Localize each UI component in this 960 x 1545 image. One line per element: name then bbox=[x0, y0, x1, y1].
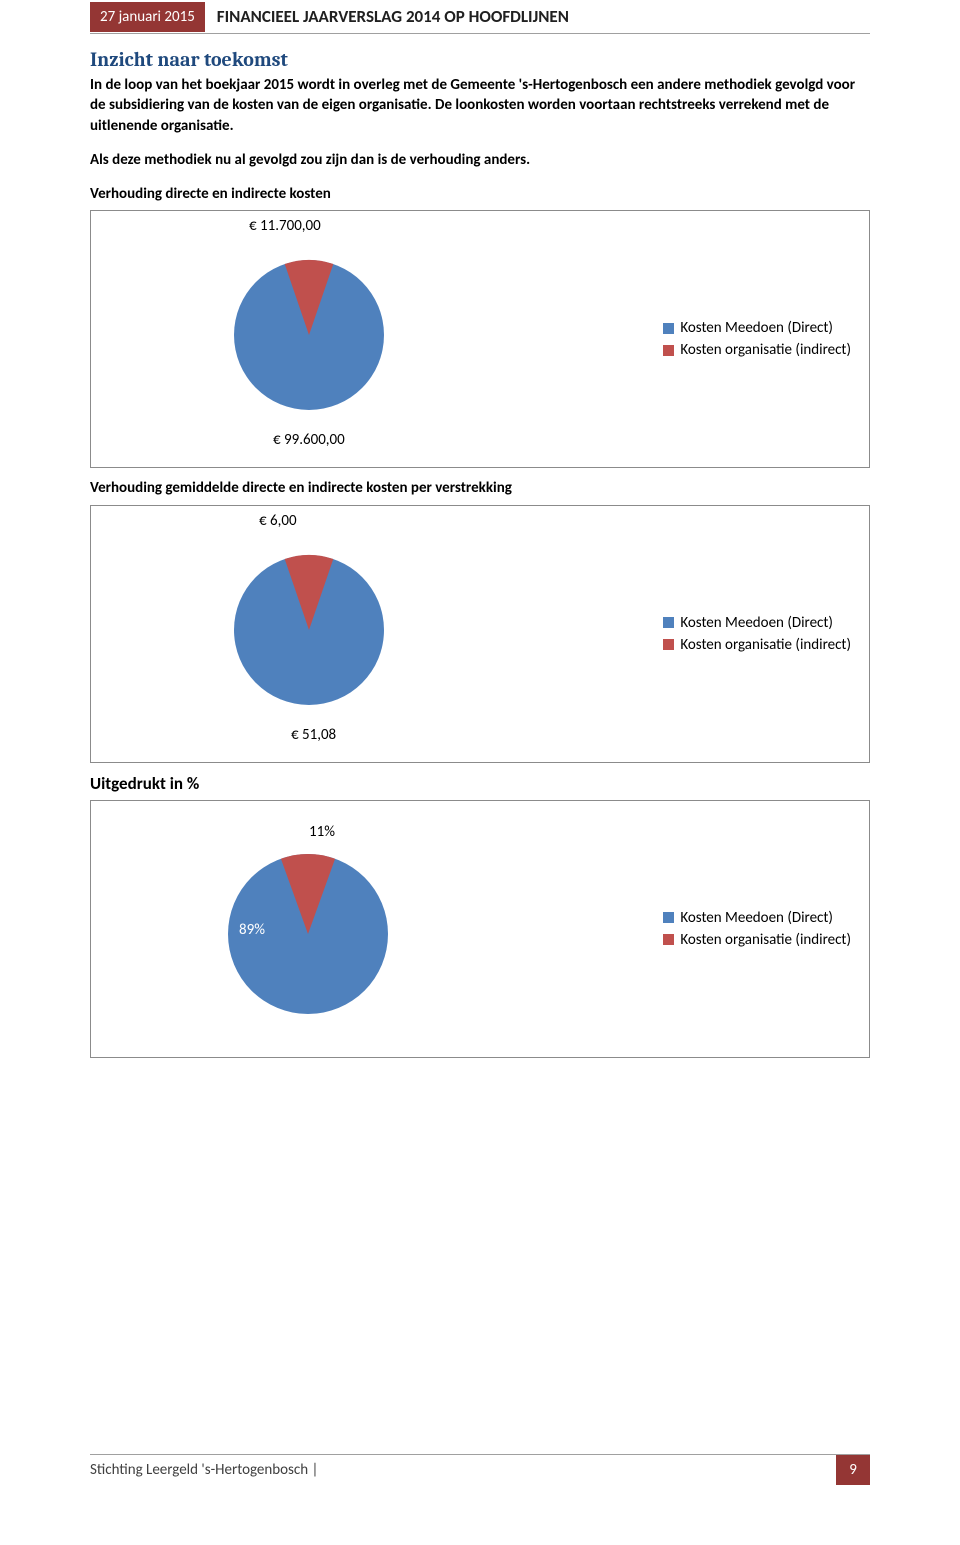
chart3-legend: Kosten Meedoen (Direct) Kosten organisat… bbox=[663, 905, 851, 953]
chart2-label-bottom: € 51,08 bbox=[291, 726, 336, 744]
legend-item: Kosten organisatie (indirect) bbox=[663, 931, 851, 949]
legend-swatch-icon bbox=[663, 934, 674, 945]
legend-swatch-icon bbox=[663, 639, 674, 650]
pie-chart-icon bbox=[229, 550, 389, 710]
section-title: Inzicht naar toekomst bbox=[90, 48, 870, 71]
legend-label: Kosten organisatie (indirect) bbox=[680, 931, 851, 949]
legend-swatch-icon bbox=[663, 345, 674, 356]
header-title: FINANCIEEL JAARVERSLAG 2014 OP HOOFDLIJN… bbox=[205, 0, 581, 33]
chart-verhouding-kosten: € 11.700,00 € 99.600,00 Kosten Meedoen (… bbox=[90, 210, 870, 468]
chart2-title: Verhouding gemiddelde directe en indirec… bbox=[90, 478, 870, 498]
legend-swatch-icon bbox=[663, 912, 674, 923]
legend-item: Kosten organisatie (indirect) bbox=[663, 636, 851, 654]
header-date: 27 januari 2015 bbox=[90, 2, 205, 32]
legend-item: Kosten organisatie (indirect) bbox=[663, 341, 851, 359]
chart2-label-top: € 6,00 bbox=[259, 512, 297, 530]
chart1-pie bbox=[229, 255, 389, 420]
legend-item: Kosten Meedoen (Direct) bbox=[663, 319, 851, 337]
chart3-label-top: 11% bbox=[309, 823, 335, 841]
legend-swatch-icon bbox=[663, 617, 674, 628]
legend-swatch-icon bbox=[663, 323, 674, 334]
paragraph-methodiek: Als deze methodiek nu al gevolgd zou zij… bbox=[90, 150, 870, 170]
chart1-title: Verhouding directe en indirecte kosten bbox=[90, 184, 870, 204]
footer-page-number: 9 bbox=[836, 1455, 870, 1485]
legend-label: Kosten Meedoen (Direct) bbox=[680, 319, 833, 337]
page-header: 27 januari 2015 FINANCIEEL JAARVERSLAG 2… bbox=[90, 0, 870, 34]
legend-item: Kosten Meedoen (Direct) bbox=[663, 614, 851, 632]
footer-text: Stichting Leergeld 's-Hertogenbosch | bbox=[90, 1455, 836, 1485]
chart3-label-inside: 89% bbox=[239, 921, 265, 939]
chart-percentage: 11% 89% Kosten Meedoen (Direct) Kosten o… bbox=[90, 800, 870, 1058]
chart1-label-top: € 11.700,00 bbox=[249, 217, 321, 235]
page-footer: Stichting Leergeld 's-Hertogenbosch | 9 bbox=[90, 1454, 870, 1485]
chart3-title: Uitgedrukt in % bbox=[90, 773, 870, 794]
chart2-pie bbox=[229, 550, 389, 715]
chart2-legend: Kosten Meedoen (Direct) Kosten organisat… bbox=[663, 610, 851, 658]
chart1-label-bottom: € 99.600,00 bbox=[273, 431, 345, 449]
legend-item: Kosten Meedoen (Direct) bbox=[663, 909, 851, 927]
paragraph-intro: In de loop van het boekjaar 2015 wordt i… bbox=[90, 75, 870, 136]
legend-label: Kosten Meedoen (Direct) bbox=[680, 614, 833, 632]
legend-label: Kosten organisatie (indirect) bbox=[680, 341, 851, 359]
chart1-legend: Kosten Meedoen (Direct) Kosten organisat… bbox=[663, 315, 851, 363]
legend-label: Kosten organisatie (indirect) bbox=[680, 636, 851, 654]
legend-label: Kosten Meedoen (Direct) bbox=[680, 909, 833, 927]
pie-chart-icon bbox=[229, 255, 389, 415]
chart-verhouding-per-verstrekking: € 6,00 € 51,08 Kosten Meedoen (Direct) K… bbox=[90, 505, 870, 763]
